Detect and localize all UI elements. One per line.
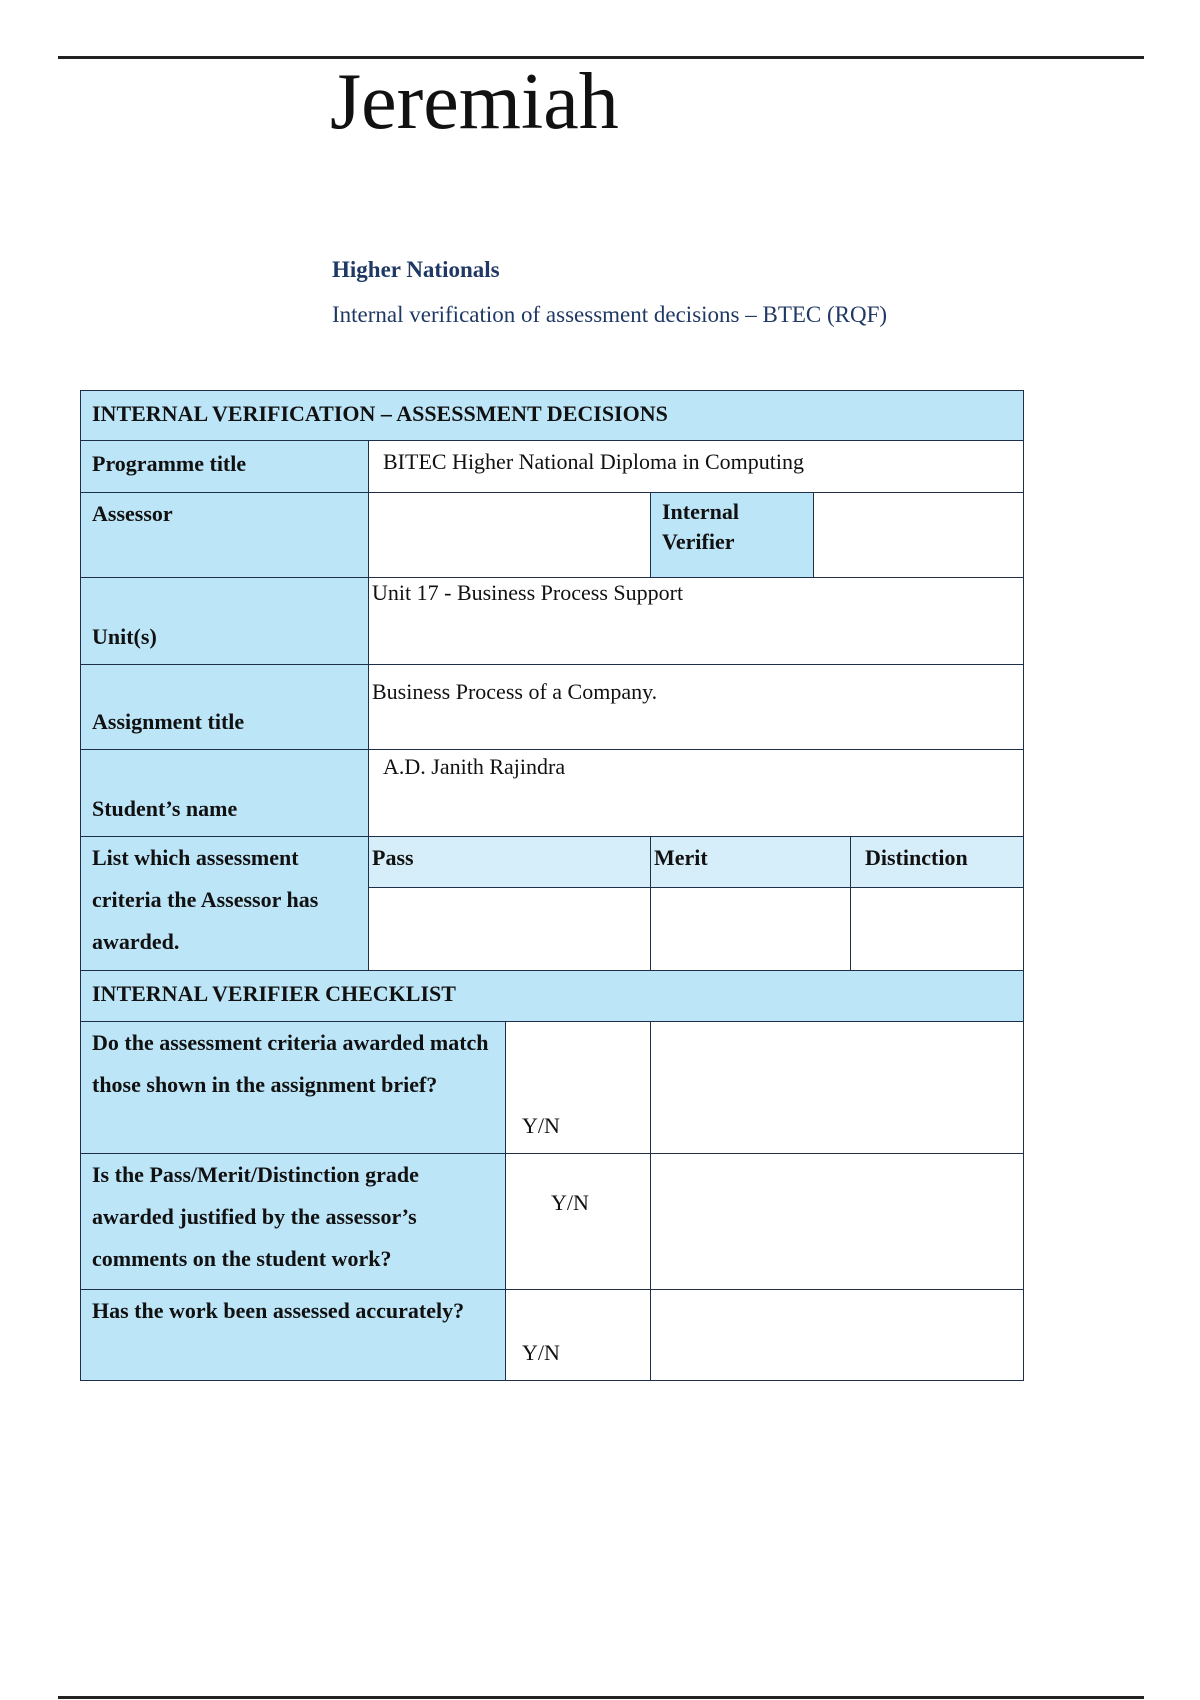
subtitle: Internal verification of assessment deci…	[332, 302, 888, 327]
checklist-heading: INTERNAL VERIFIER CHECKLIST	[80, 970, 1024, 1022]
checklist-answer[interactable]: Y/N	[505, 1021, 651, 1154]
assessor-value[interactable]	[368, 492, 651, 578]
verifier-value[interactable]	[813, 492, 1024, 578]
checklist-answer[interactable]: Y/N	[505, 1289, 651, 1381]
unit-label: Unit(s)	[80, 577, 369, 665]
merit-value[interactable]	[650, 887, 851, 971]
decisions-heading: INTERNAL VERIFICATION – ASSESSMENT DECIS…	[80, 390, 1024, 441]
assignment-label: Assignment title	[80, 664, 369, 750]
pass-value[interactable]	[368, 887, 651, 971]
checklist-comment[interactable]	[650, 1021, 1024, 1154]
page-title: Jeremiah	[330, 58, 619, 146]
criteria-label: List which assessment criteria the Asses…	[80, 836, 369, 971]
distinction-value[interactable]	[850, 887, 1024, 971]
student-label: Student’s name	[80, 749, 369, 837]
org-heading: Higher Nationals	[332, 257, 500, 282]
programme-label: Programme title	[80, 440, 369, 493]
checklist-question: Do the assessment criteria awarded match…	[80, 1021, 506, 1154]
student-value[interactable]: A.D. Janith Rajindra	[368, 749, 1024, 837]
programme-value[interactable]: BITEC Higher National Diploma in Computi…	[368, 440, 1024, 493]
verifier-label: Internal Verifier	[650, 492, 814, 578]
checklist-question: Has the work been assessed accurately?	[80, 1289, 506, 1381]
checklist-comment[interactable]	[650, 1153, 1024, 1290]
merit-header: Merit	[650, 836, 851, 888]
assignment-value[interactable]: Business Process of a Company.	[368, 664, 1024, 750]
checklist-question: Is the Pass/Merit/Distinction grade awar…	[80, 1153, 506, 1290]
checklist-comment[interactable]	[650, 1289, 1024, 1381]
distinction-header: Distinction	[850, 836, 1024, 888]
pass-header: Pass	[368, 836, 651, 888]
assessor-label: Assessor	[80, 492, 369, 578]
bottom-rule	[58, 1696, 1144, 1699]
checklist-answer[interactable]: Y/N	[505, 1153, 651, 1290]
top-rule	[58, 56, 1144, 59]
unit-value[interactable]: Unit 17 - Business Process Support	[368, 577, 1024, 665]
